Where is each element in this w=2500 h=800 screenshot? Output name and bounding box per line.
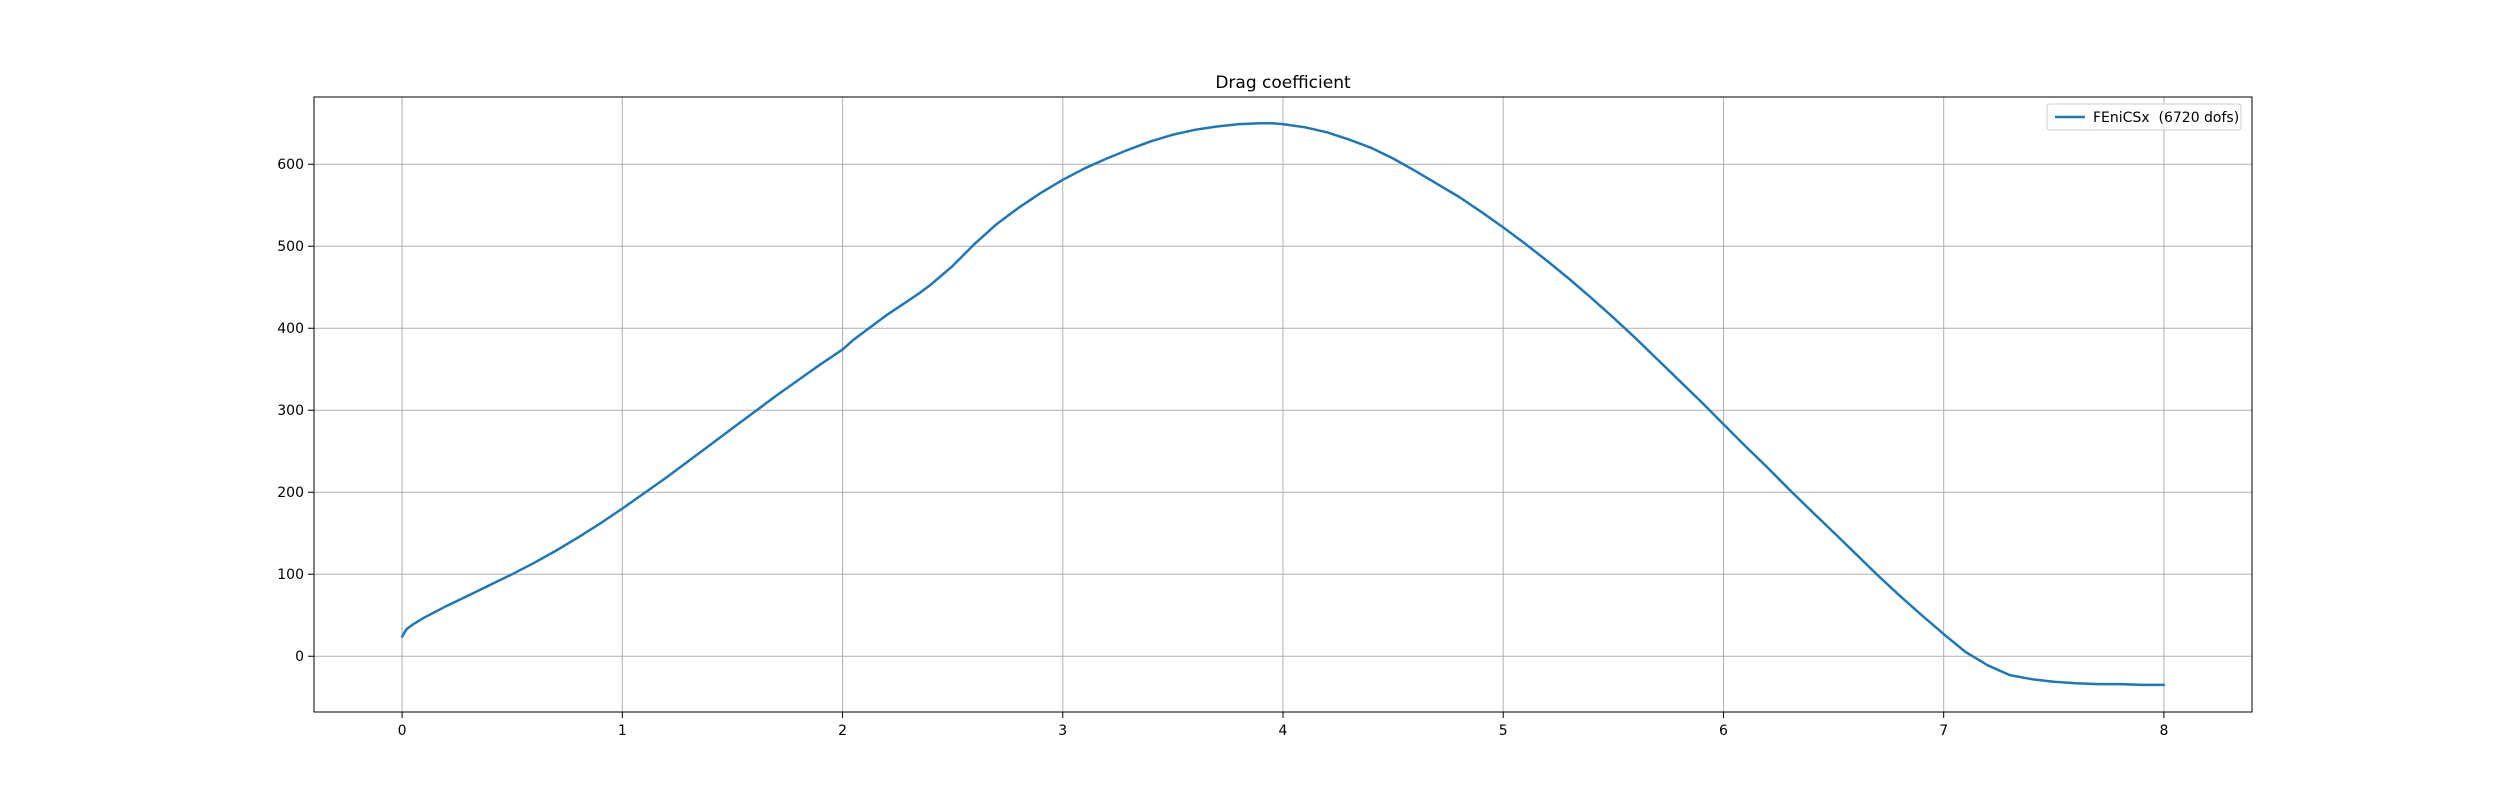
x-tick-label: 3: [1058, 723, 1067, 739]
x-tick-label: 8: [2159, 723, 2168, 739]
series-layer: [400, 121, 2166, 687]
x-tick-label: 1: [618, 723, 627, 739]
y-tick-label: 0: [295, 649, 304, 665]
x-tick-label: 7: [1939, 723, 1948, 739]
y-tick-label: 400: [277, 321, 304, 337]
series-line-0: [400, 121, 2166, 687]
y-tick-label: 600: [277, 157, 304, 173]
y-tick-label: 100: [277, 567, 304, 583]
x-tick-label: 0: [398, 723, 407, 739]
y-tick-label: 200: [277, 485, 304, 501]
y-tick-label: 300: [277, 403, 304, 419]
y-tick-label: 500: [277, 239, 304, 255]
x-tick-label: 6: [1719, 723, 1728, 739]
chart-title: Drag coefficient: [1215, 73, 1351, 93]
legend-box: [2046, 103, 2242, 131]
x-tick-label: 2: [838, 723, 847, 739]
legend-series-label: FEniCSx (6720 dofs): [2093, 110, 2239, 126]
axes-ticks: 0 1 2 3 4 5 6 7 8 0 100 200 300 400 500 600: [277, 157, 2168, 739]
legend: FEniCSx (6720 dofs): [2046, 103, 2242, 131]
grid: [314, 97, 2252, 712]
x-tick-label: 5: [1499, 723, 1508, 739]
x-tick-label: 4: [1279, 723, 1288, 739]
